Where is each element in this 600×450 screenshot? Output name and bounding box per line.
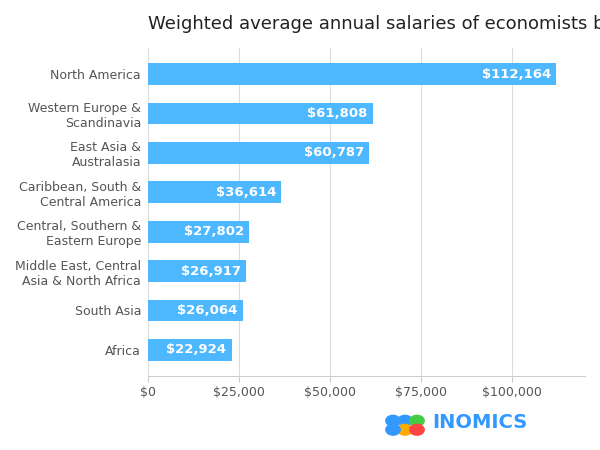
Bar: [148, 103, 373, 124]
Text: Weighted average annual salaries of economists by region in 2020: Weighted average annual salaries of econ…: [148, 15, 600, 33]
Text: $112,164: $112,164: [482, 68, 551, 81]
Text: $36,614: $36,614: [215, 186, 276, 199]
Text: $26,064: $26,064: [177, 304, 238, 317]
Bar: [148, 181, 281, 203]
Text: $26,917: $26,917: [181, 265, 241, 278]
Bar: [148, 260, 246, 282]
Text: $60,787: $60,787: [304, 146, 364, 159]
Text: $61,808: $61,808: [307, 107, 368, 120]
Bar: [148, 339, 232, 361]
Text: INOMICS: INOMICS: [432, 413, 527, 432]
Bar: [148, 142, 370, 164]
Bar: [148, 63, 556, 85]
Text: $22,924: $22,924: [166, 343, 226, 356]
Bar: [148, 221, 249, 243]
Text: $27,802: $27,802: [184, 225, 244, 238]
Bar: [148, 300, 243, 321]
